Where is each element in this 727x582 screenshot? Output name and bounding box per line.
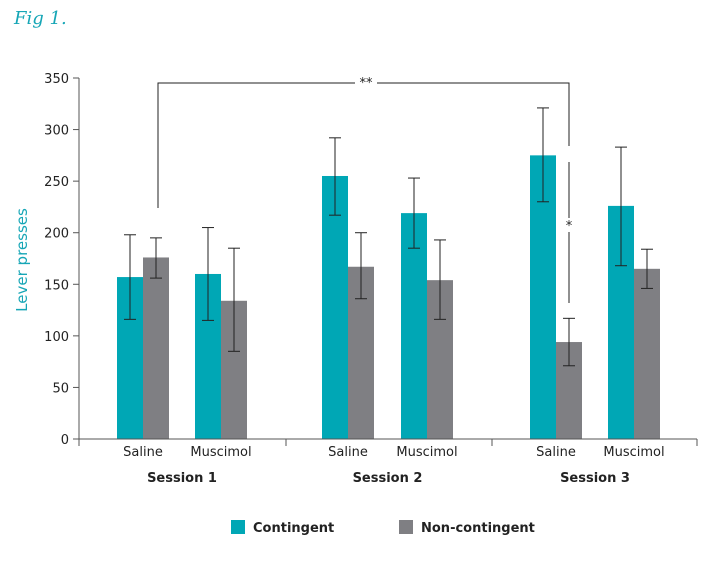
noncontingent-bar bbox=[634, 268, 660, 439]
y-tick-label: 100 bbox=[44, 330, 69, 345]
significance-bracket-long bbox=[157, 82, 570, 208]
contingent-bar bbox=[322, 175, 348, 439]
y-tick-label: 300 bbox=[44, 124, 69, 139]
significance-label-bg bbox=[563, 218, 575, 232]
x-tick-label: Muscimol bbox=[396, 445, 457, 460]
significance-label-bg bbox=[355, 77, 377, 89]
legend-swatch bbox=[399, 520, 413, 534]
legend-swatch bbox=[231, 520, 245, 534]
legend-label: Contingent bbox=[253, 521, 334, 536]
y-tick-label: 150 bbox=[44, 278, 69, 293]
figure-label: Fig 1. bbox=[14, 8, 67, 29]
x-tick-label: Saline bbox=[536, 445, 576, 460]
contingent-bar bbox=[401, 213, 427, 439]
noncontingent-bar bbox=[143, 257, 169, 439]
y-tick-label: 350 bbox=[44, 72, 69, 87]
session-label: Session 2 bbox=[353, 471, 423, 486]
x-tick-label: Saline bbox=[123, 445, 163, 460]
x-tick-label: Muscimol bbox=[190, 445, 251, 460]
session-label: Session 3 bbox=[560, 471, 630, 486]
significance-label: ** bbox=[360, 76, 374, 91]
x-tick-label: Saline bbox=[328, 445, 368, 460]
y-tick-label: 50 bbox=[52, 381, 69, 396]
session-label: Session 1 bbox=[147, 471, 217, 486]
legend-label: Non-contingent bbox=[421, 521, 535, 536]
y-tick-label: 250 bbox=[44, 175, 69, 190]
significance-label: * bbox=[566, 219, 573, 234]
y-tick-label: 200 bbox=[44, 227, 69, 242]
x-tick-label: Muscimol bbox=[603, 445, 664, 460]
y-tick-label: 0 bbox=[61, 433, 69, 448]
y-axis-label: Lever presses bbox=[13, 208, 31, 312]
contingent-bar bbox=[530, 155, 556, 439]
